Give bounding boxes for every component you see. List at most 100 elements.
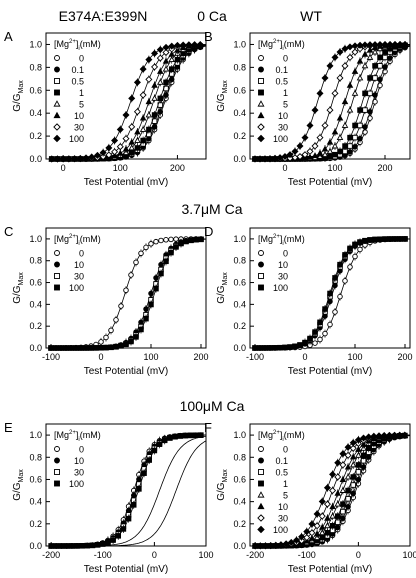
legend-marker-0.5 — [258, 469, 264, 475]
data-point-5 — [162, 65, 170, 72]
legend-label-0: 0 — [79, 445, 84, 455]
data-point-100 — [377, 236, 383, 242]
legend-label-1: 1 — [283, 479, 288, 489]
data-point-100 — [48, 155, 56, 163]
data-point-0.1 — [387, 55, 393, 61]
data-point-30 — [151, 63, 159, 71]
data-point-5 — [341, 121, 349, 128]
data-point-5 — [361, 62, 369, 69]
data-point-100 — [381, 40, 389, 49]
data-point-100 — [178, 240, 184, 247]
y-tick-label: 0.6 — [29, 278, 42, 288]
data-point-100 — [372, 236, 378, 243]
y-tick-label: 0.6 — [233, 474, 246, 484]
legend-marker-100 — [54, 480, 60, 487]
data-point-100 — [261, 155, 269, 163]
y-tick-label: 0.4 — [233, 497, 246, 507]
data-point-100 — [105, 144, 113, 152]
data-point-0.5 — [367, 90, 373, 97]
legend-item-bg — [51, 122, 89, 133]
row-header-0ca: 0 Ca — [197, 8, 227, 24]
data-point-0.1 — [357, 135, 363, 142]
data-point-0.1 — [372, 92, 378, 98]
data-point-10 — [351, 67, 359, 74]
legend-marker-100 — [258, 284, 264, 291]
legend-marker-100 — [257, 134, 265, 143]
legend-label-100: 100 — [69, 283, 84, 293]
data-point-100 — [185, 41, 193, 49]
data-point-5 — [344, 473, 352, 480]
y-tick-label: 0.0 — [29, 541, 42, 551]
data-point-1 — [146, 126, 152, 133]
data-point-5 — [156, 78, 164, 85]
data-point-100 — [182, 432, 189, 439]
legend-item-bg — [255, 76, 293, 87]
data-point-0.5 — [362, 107, 368, 113]
data-point-5 — [324, 522, 331, 529]
data-point-30 — [301, 151, 309, 159]
data-point-5 — [329, 512, 336, 519]
legend-item-bg — [255, 87, 293, 99]
data-point-100 — [396, 40, 404, 48]
data-point-100 — [354, 436, 362, 444]
data-point-100 — [331, 53, 339, 61]
legend-marker-10 — [257, 502, 265, 510]
data-point-100 — [63, 543, 70, 549]
legend-item-bg — [51, 478, 89, 490]
data-point-100 — [266, 155, 274, 163]
y-tick-label: 0.8 — [29, 256, 42, 266]
data-point-5 — [339, 486, 347, 493]
data-point-100 — [94, 542, 101, 548]
data-point-100 — [312, 329, 318, 335]
data-point-30 — [339, 461, 347, 469]
data-point-0 — [98, 339, 104, 345]
x-tick-label: -100 — [298, 550, 316, 560]
legend-marker-0 — [54, 55, 60, 61]
y-axis-label: G/GMax — [216, 469, 229, 501]
panel-label: E — [4, 420, 13, 435]
panel-label: B — [204, 29, 213, 44]
data-point-0.1 — [367, 108, 373, 115]
data-point-5 — [134, 136, 141, 143]
data-point-100 — [367, 237, 373, 243]
data-point-100 — [287, 344, 293, 350]
data-point-100 — [287, 538, 295, 546]
legend-item-bg — [51, 110, 89, 122]
data-point-100 — [156, 441, 163, 447]
data-point-100 — [73, 345, 79, 351]
data-point-30 — [122, 135, 130, 143]
legend-marker-30 — [54, 273, 60, 279]
data-point-100 — [158, 270, 164, 277]
data-point-100 — [401, 431, 409, 439]
data-point-100 — [392, 236, 398, 242]
legend-label-100: 100 — [273, 134, 288, 144]
panel-label: A — [4, 29, 13, 44]
legend-marker-100 — [54, 284, 60, 291]
data-point-0 — [118, 303, 124, 309]
legend-marker-100 — [53, 134, 61, 143]
data-point-0.5 — [340, 508, 346, 515]
data-point-100 — [267, 345, 273, 351]
legend-item-bg — [255, 122, 293, 133]
plot-frame — [45, 423, 207, 547]
data-point-100 — [88, 153, 96, 161]
legend-label-1: 1 — [79, 88, 84, 98]
data-point-5 — [356, 74, 364, 81]
data-point-100 — [65, 155, 73, 163]
data-point-10 — [306, 153, 314, 160]
data-point-100 — [321, 74, 329, 82]
data-point-100 — [111, 136, 119, 145]
data-point-100 — [329, 470, 337, 478]
data-point-100 — [93, 345, 99, 351]
data-point-0 — [128, 272, 134, 278]
data-point-100 — [347, 245, 353, 252]
data-point-30 — [356, 45, 364, 53]
data-point-30 — [351, 48, 359, 56]
y-tick-label: 0.2 — [29, 131, 42, 141]
legend-label-100: 100 — [273, 525, 288, 535]
data-point-100 — [198, 432, 204, 438]
y-axis-label: G/GMax — [12, 80, 25, 112]
data-point-100 — [63, 345, 69, 351]
data-point-100 — [337, 261, 343, 268]
y-tick-label: 0.4 — [233, 108, 246, 118]
